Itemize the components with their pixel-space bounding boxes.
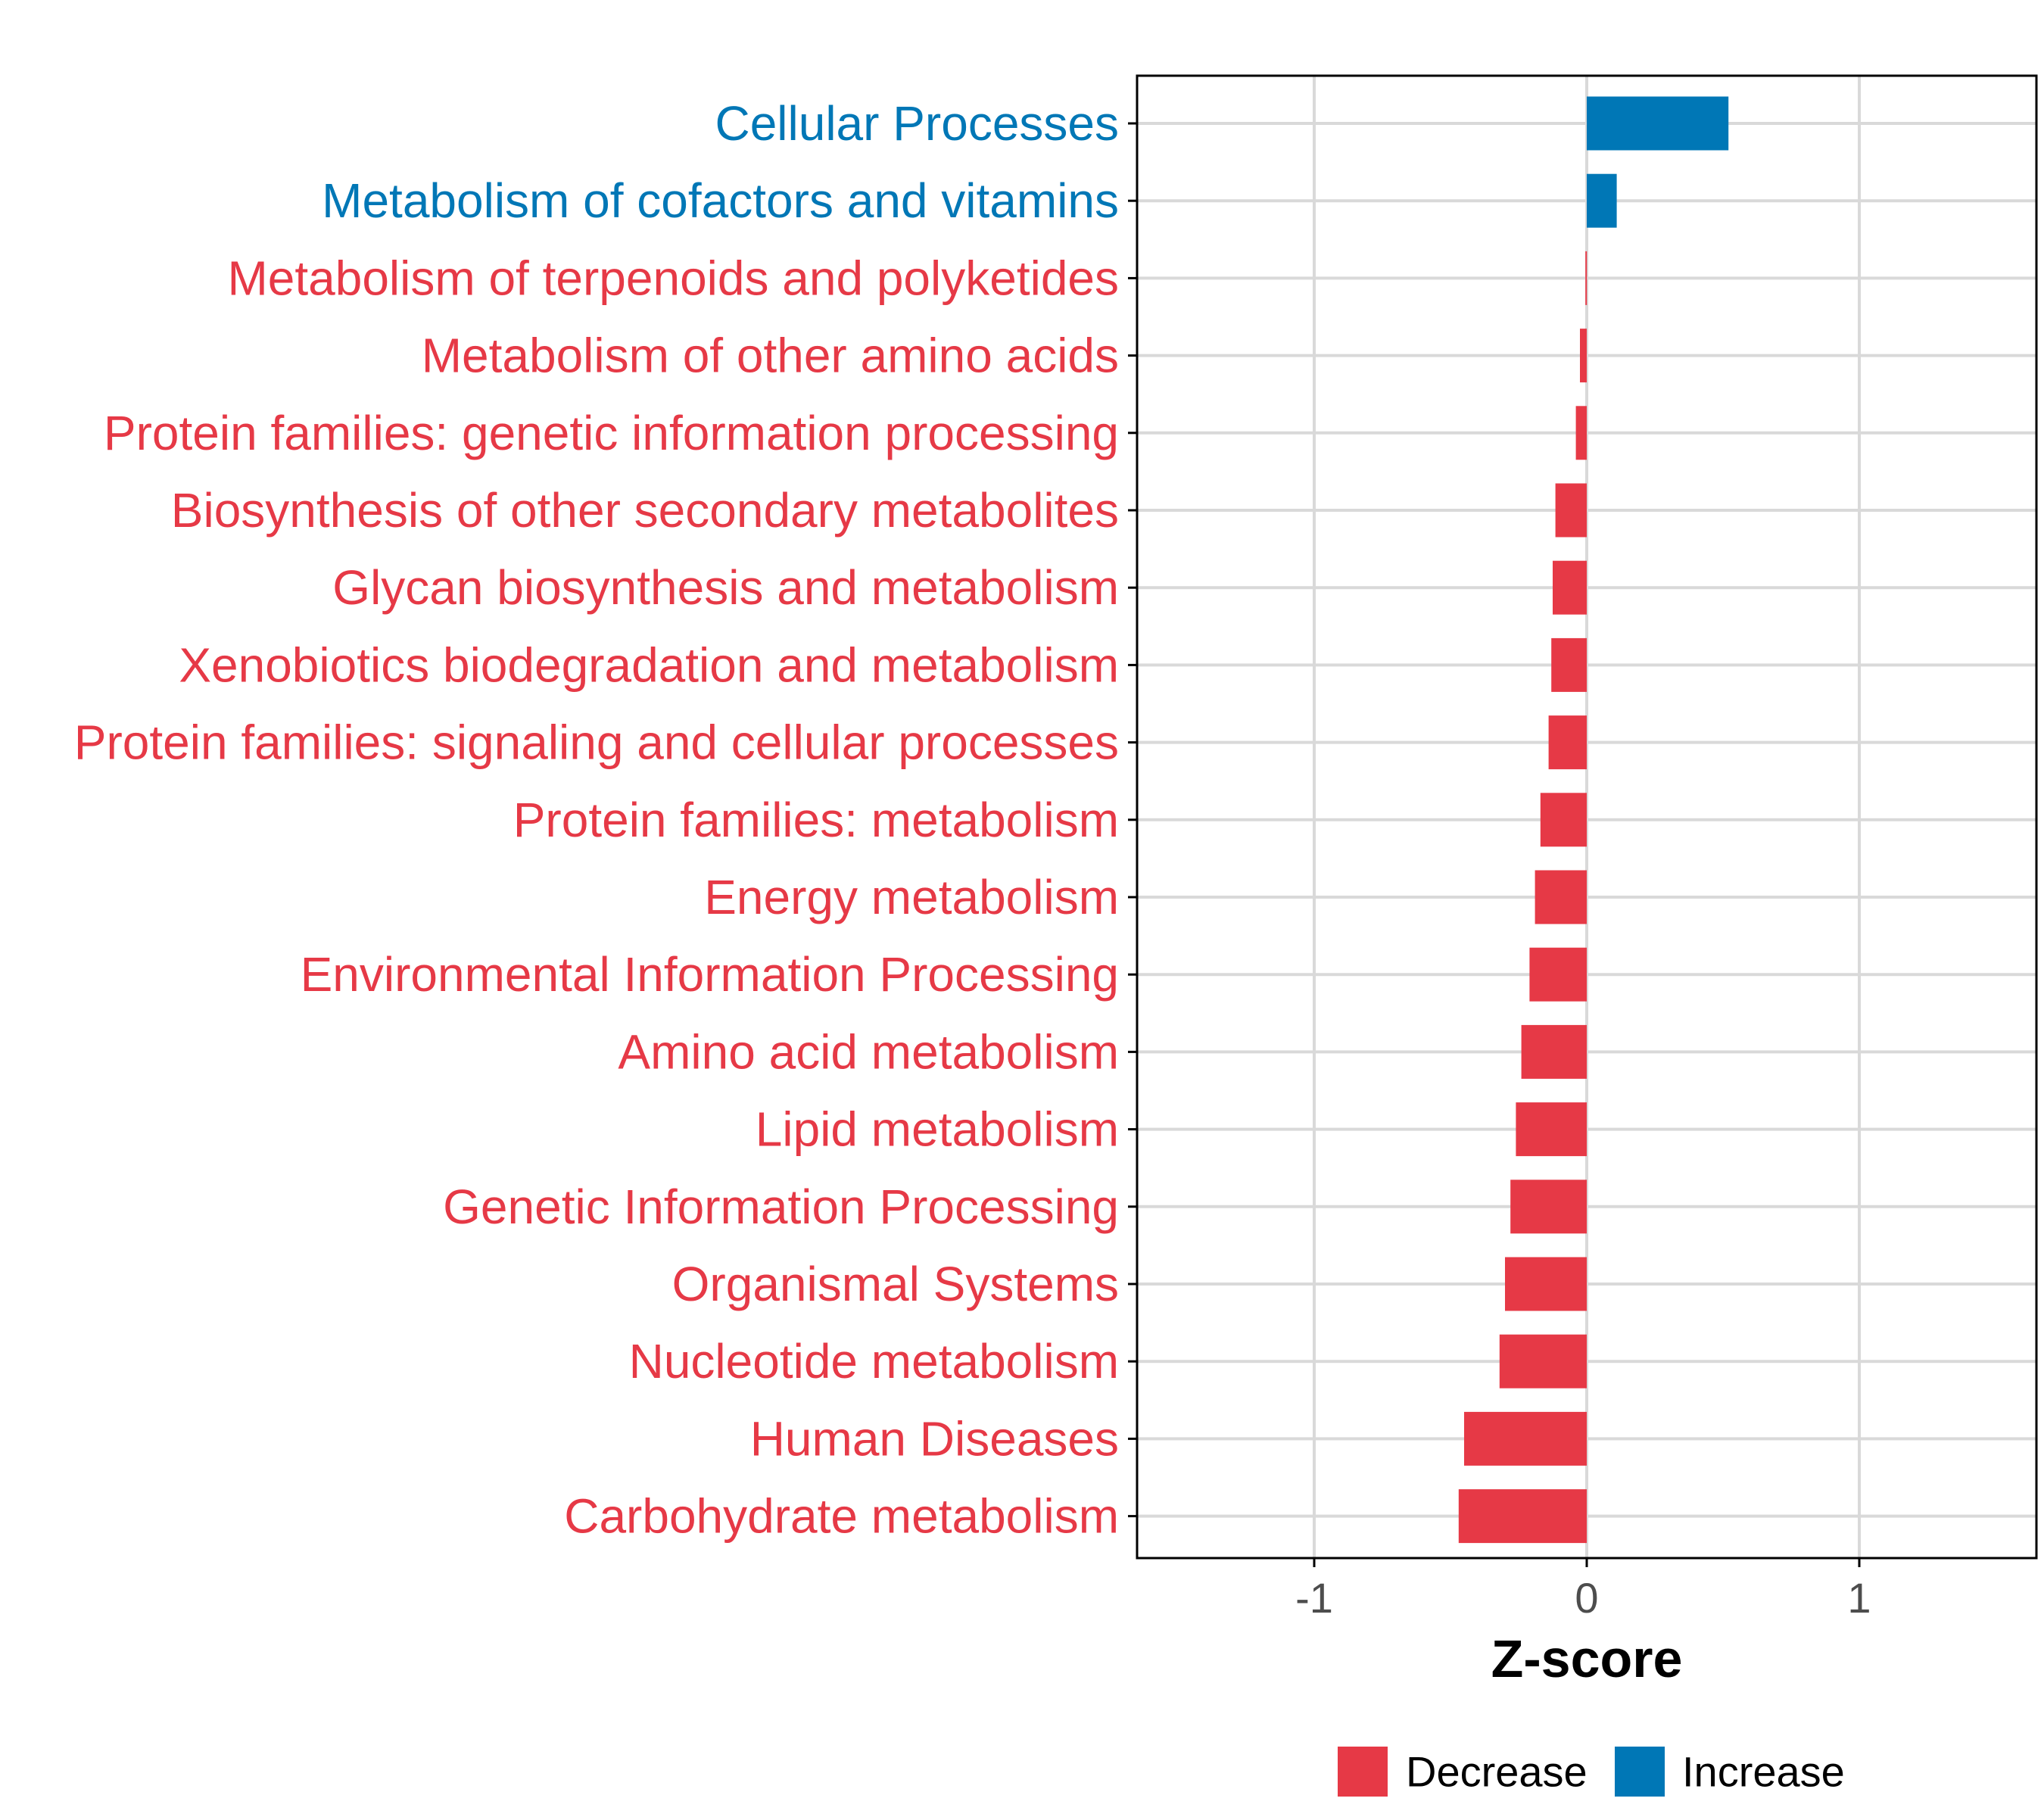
category-label: Protein families: metabolism xyxy=(513,793,1119,847)
bar xyxy=(1505,1257,1587,1311)
bar xyxy=(1510,1180,1587,1234)
bars xyxy=(1458,96,1729,1544)
category-label: Metabolism of other amino acids xyxy=(422,329,1119,383)
bar xyxy=(1587,173,1617,228)
legend-key-decrease xyxy=(1338,1747,1388,1797)
bar xyxy=(1580,329,1587,383)
category-label: Protein families: genetic information pr… xyxy=(104,406,1119,460)
bar xyxy=(1521,1024,1587,1079)
bar xyxy=(1464,1411,1587,1466)
x-tick-label: -1 xyxy=(1295,1574,1333,1622)
category-label: Metabolism of terpenoids and polyketides xyxy=(227,251,1119,305)
category-label: Carbohydrate metabolism xyxy=(564,1489,1119,1544)
category-label: Protein families: signaling and cellular… xyxy=(74,715,1119,770)
bar xyxy=(1499,1334,1587,1388)
x-tick-label: 0 xyxy=(1575,1574,1598,1622)
legend: Decrease Increase xyxy=(1338,1747,1845,1797)
category-label: Biosynthesis of other secondary metaboli… xyxy=(171,483,1119,538)
category-label: Organismal Systems xyxy=(672,1257,1119,1311)
bar xyxy=(1535,870,1587,924)
category-label: Amino acid metabolism xyxy=(618,1024,1119,1079)
bar xyxy=(1555,483,1587,538)
category-label: Energy metabolism xyxy=(704,870,1119,924)
bar xyxy=(1551,637,1587,692)
bar xyxy=(1516,1102,1587,1157)
y-axis-labels: Cellular Processes Metabolism of cofactor… xyxy=(74,96,1119,1544)
category-label: Lipid metabolism xyxy=(756,1102,1119,1157)
bar xyxy=(1529,947,1587,1002)
category-label: Human Diseases xyxy=(750,1411,1119,1466)
category-label: Glycan biosynthesis and metabolism xyxy=(332,560,1119,615)
x-axis-ticks: -1 0 1 xyxy=(1295,1558,1871,1622)
bar xyxy=(1540,793,1587,847)
category-label: Environmental Information Processing xyxy=(301,947,1119,1002)
category-label: Xenobiotics biodegradation and metabolis… xyxy=(179,637,1119,692)
legend-key-increase xyxy=(1615,1747,1665,1797)
bar xyxy=(1587,96,1729,151)
category-label: Genetic Information Processing xyxy=(443,1180,1119,1234)
legend-label-decrease: Decrease xyxy=(1406,1748,1588,1796)
bar xyxy=(1458,1489,1587,1544)
bar xyxy=(1585,251,1588,305)
legend-label-increase: Increase xyxy=(1682,1748,1845,1796)
bar xyxy=(1553,560,1587,615)
y-axis-ticks xyxy=(1128,122,1137,1518)
x-axis-title: Z-score xyxy=(1491,1629,1683,1688)
category-label: Cellular Processes xyxy=(715,96,1119,151)
bar xyxy=(1575,406,1587,460)
x-tick-label: 1 xyxy=(1847,1574,1871,1622)
category-label: Metabolism of cofactors and vitamins xyxy=(322,173,1119,228)
category-label: Nucleotide metabolism xyxy=(629,1334,1119,1388)
bar xyxy=(1548,715,1587,770)
